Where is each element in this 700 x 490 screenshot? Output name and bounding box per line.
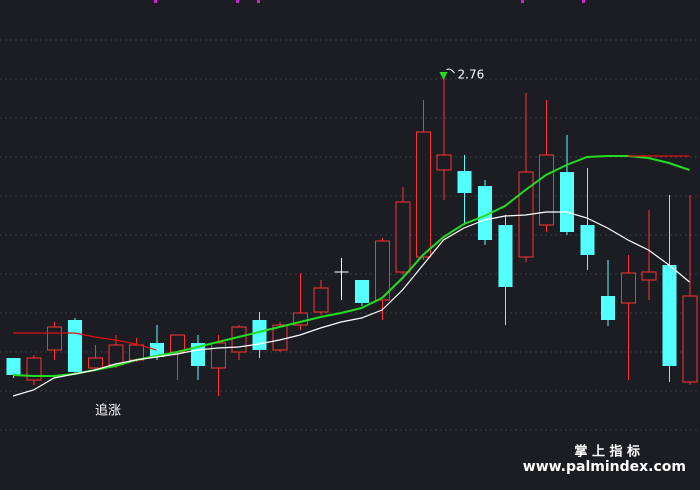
candles bbox=[6, 75, 698, 396]
candle-body bbox=[88, 357, 103, 369]
candle-body bbox=[47, 326, 62, 351]
high-marker bbox=[439, 72, 448, 80]
candle-body bbox=[641, 271, 657, 281]
candle-body bbox=[108, 344, 124, 366]
candle-body bbox=[682, 295, 698, 383]
candle-body bbox=[662, 265, 677, 366]
candle-body bbox=[498, 225, 513, 287]
candle-body bbox=[150, 343, 164, 357]
annotation: 追涨 bbox=[95, 403, 121, 419]
watermark-title: 掌 上 指 标 bbox=[574, 444, 640, 460]
candle-body bbox=[395, 201, 411, 273]
high-pointer bbox=[446, 68, 455, 74]
candle-body bbox=[68, 320, 82, 372]
candle-body bbox=[129, 344, 144, 361]
ma-line bbox=[12, 155, 690, 377]
candle-body bbox=[560, 172, 574, 232]
top-markers bbox=[154, 0, 585, 3]
candle-body bbox=[252, 320, 267, 350]
marker bbox=[582, 0, 585, 3]
candle-body bbox=[539, 154, 554, 226]
watermark-url: www.palmindex.com bbox=[523, 459, 686, 475]
marker bbox=[236, 0, 239, 3]
ma-line bbox=[12, 211, 690, 397]
marker bbox=[257, 0, 260, 3]
high-label: 2.76 bbox=[458, 68, 485, 82]
lines bbox=[12, 155, 690, 397]
candle-body bbox=[231, 326, 247, 353]
ma-line bbox=[13, 155, 690, 351]
annotations: 2.76 bbox=[439, 68, 485, 82]
candle-body bbox=[355, 280, 369, 303]
marker bbox=[154, 0, 157, 3]
candle-body bbox=[601, 296, 615, 320]
candle-body bbox=[26, 357, 42, 381]
candle-body bbox=[457, 171, 472, 193]
candle-body bbox=[580, 225, 595, 255]
candle-body bbox=[436, 154, 452, 171]
candle-body bbox=[272, 324, 288, 351]
marker bbox=[521, 0, 524, 3]
candle-body bbox=[211, 342, 226, 369]
candle-body bbox=[170, 334, 185, 353]
candle-body bbox=[416, 131, 431, 258]
candle-body bbox=[313, 287, 329, 313]
candle-body bbox=[375, 240, 390, 301]
candle-body bbox=[621, 272, 636, 304]
candle-body bbox=[6, 358, 21, 375]
candle-body bbox=[478, 186, 492, 240]
